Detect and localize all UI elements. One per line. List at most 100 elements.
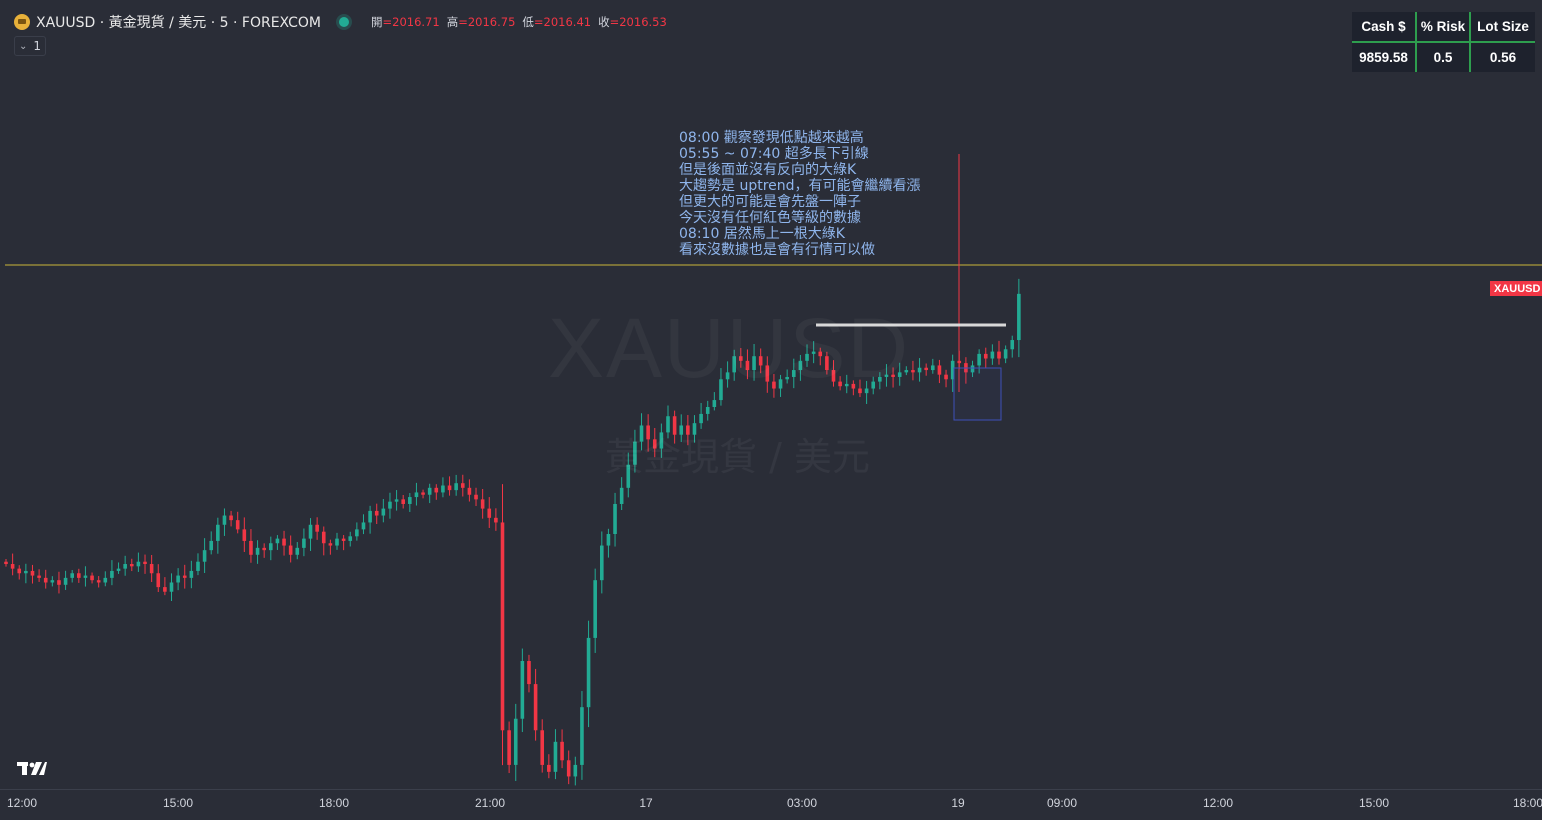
ohlc-values: 開=2016.71 高=2016.75 低=2016.41 收=2016.53	[371, 14, 667, 30]
candle-body	[355, 529, 359, 537]
candle-body	[315, 524, 319, 532]
candle-body	[633, 441, 637, 465]
candle-body	[805, 353, 809, 361]
price-chart[interactable]	[0, 0, 1542, 789]
candle-body	[884, 374, 889, 377]
open-value: =2016.71	[382, 15, 440, 29]
indicators-toggle-button[interactable]: ⌄ 1	[14, 36, 47, 56]
candle-body	[652, 439, 657, 449]
candle-body	[216, 524, 220, 541]
candle-body	[275, 538, 280, 544]
candle-body	[838, 381, 842, 387]
time-tick: 15:00	[1358, 796, 1390, 810]
candle-body	[474, 494, 478, 500]
candle-body	[527, 661, 531, 685]
cash-header: Cash $	[1352, 12, 1416, 42]
candle-body	[269, 543, 273, 551]
candle-body	[282, 538, 286, 546]
high-value: =2016.75	[458, 15, 516, 29]
time-axis[interactable]: 12:00 15:00 18:00 21:00 17 03:00 19 09:0…	[0, 789, 1542, 820]
range-box[interactable]	[953, 367, 1002, 421]
candle-body	[401, 499, 405, 504]
candle-body	[480, 499, 485, 509]
candle-body	[202, 550, 207, 562]
candle-body	[818, 351, 823, 357]
candle-body	[844, 383, 849, 387]
candle-body	[970, 365, 975, 373]
candle-body	[692, 423, 697, 435]
candle-body	[712, 400, 717, 407]
candle-body	[646, 425, 650, 440]
candle-body	[242, 529, 247, 541]
candle-body	[997, 351, 1001, 359]
time-tick: 15:00	[162, 796, 194, 810]
note-line: 05:55 ~ 07:40 超多長下引線	[679, 146, 869, 162]
candlestick-series	[4, 278, 1021, 786]
candle-body	[308, 524, 313, 539]
candle-body	[83, 575, 88, 578]
candle-body	[116, 568, 121, 571]
candle-body	[752, 356, 756, 371]
candle-body	[374, 510, 379, 516]
candle-body	[90, 575, 94, 581]
candle-body	[931, 365, 935, 371]
candle-body	[328, 543, 333, 546]
note-line: 看來沒數據也是會有行情可以做	[679, 242, 875, 258]
candle-body	[739, 356, 743, 361]
symbol-title[interactable]: XAUUSD · 黃金現貨 / 美元 · 5 · FOREXCOM	[36, 15, 321, 31]
candle-body	[487, 508, 492, 518]
candle-body	[811, 351, 816, 354]
candle-body	[335, 538, 339, 546]
candle-body	[613, 503, 617, 534]
price-label-tag[interactable]: XAUUSD	[1490, 281, 1542, 296]
candle-body	[547, 764, 551, 772]
legend-header: XAUUSD · 黃金現貨 / 美元 · 5 · FOREXCOM 開=2016…	[14, 12, 667, 32]
candle-body	[593, 580, 597, 638]
candle-body	[765, 365, 770, 382]
candle-body	[249, 540, 253, 555]
time-tick: 12:00	[1202, 796, 1234, 810]
candle-body	[758, 356, 763, 366]
candle-body	[904, 370, 909, 373]
high-label: 高	[446, 15, 459, 29]
candle-body	[500, 522, 505, 731]
tradingview-logo-icon[interactable]	[17, 760, 47, 776]
candle-body	[897, 372, 902, 377]
candle-body	[831, 370, 836, 382]
candle-body	[791, 370, 796, 377]
lot-size-value: 0.56	[1469, 41, 1535, 72]
candle-body	[1010, 340, 1015, 350]
candle-body	[957, 360, 962, 364]
candle-body	[950, 360, 955, 380]
time-tick: 18:00	[318, 796, 350, 810]
candle-body	[394, 499, 399, 502]
candle-body	[189, 570, 194, 578]
candle-body	[262, 547, 266, 551]
candle-body	[494, 517, 498, 523]
candle-body	[533, 684, 538, 731]
candle-body	[176, 575, 180, 583]
candle-body	[10, 564, 15, 569]
candle-body	[606, 534, 611, 546]
candle-body	[785, 376, 789, 380]
candle-body	[573, 764, 578, 777]
chevron-down-icon: ⌄	[19, 40, 28, 52]
candle-body	[149, 564, 154, 574]
candle-body	[891, 374, 895, 377]
candle-body	[560, 741, 564, 761]
time-tick: 12:00	[6, 796, 38, 810]
market-status-icon[interactable]	[339, 17, 349, 27]
candle-body	[30, 570, 35, 576]
text-note[interactable]: 08:00 觀察發現低點越來越高 05:55 ~ 07:40 超多長下引線 但是後面…	[679, 130, 921, 258]
candle-body	[110, 570, 114, 578]
candle-body	[441, 485, 445, 493]
note-line: 大趨勢是 uptrend，有可能會繼續看漲	[679, 178, 921, 194]
candle-body	[408, 497, 412, 504]
candle-body	[156, 573, 161, 588]
candle-body	[686, 425, 690, 435]
candle-body	[745, 360, 750, 371]
candle-body	[143, 561, 147, 565]
note-line: 但更大的可能是會先盤一陣子	[679, 194, 861, 210]
candle-body	[209, 540, 214, 551]
candle-body	[169, 582, 174, 592]
